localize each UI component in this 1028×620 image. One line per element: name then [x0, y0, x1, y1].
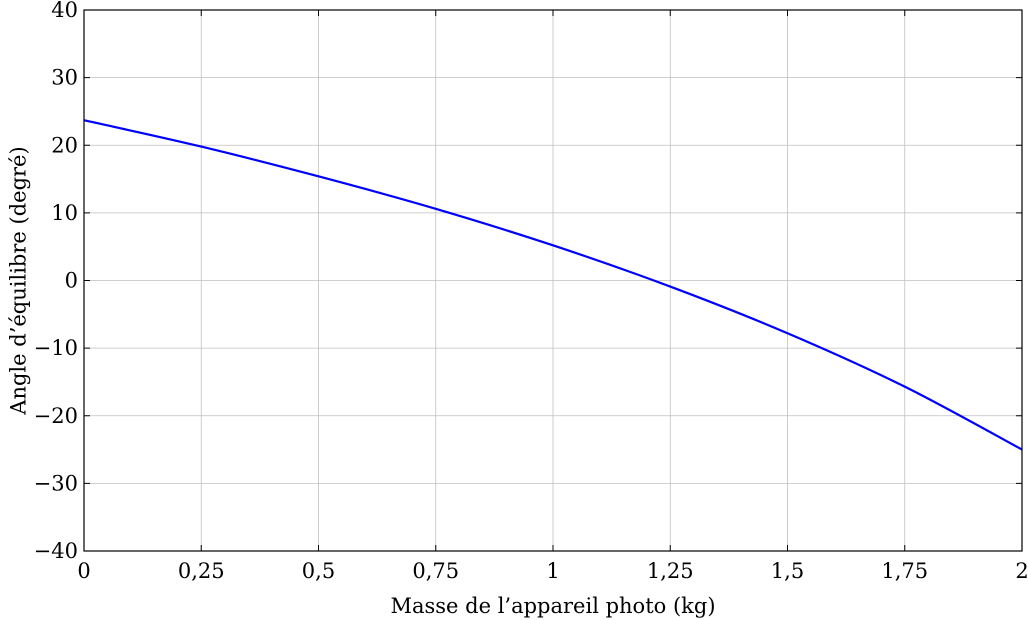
x-axis-ticks: 0 0,25 0,5 0,75 1 1,25 1,5 1,75 2 [77, 10, 1028, 583]
grid [83, 9, 1023, 552]
y-tick-label-2: −20 [34, 404, 78, 428]
series-line-0 [83, 119, 1023, 451]
x-tick-label-0: 0 [77, 559, 90, 583]
y-axis-label: Angle d’équilibre (degré) [7, 146, 31, 415]
y-tick-label-0: −40 [34, 539, 78, 563]
x-tick-label-5: 1,25 [647, 559, 694, 583]
x-tick-label-2: 0,5 [302, 559, 335, 583]
y-tick-label-6: 20 [51, 133, 78, 157]
x-axis-label: Masse de l’appareil photo (kg) [390, 594, 715, 618]
y-tick-label-8: 40 [51, 0, 78, 22]
y-tick-label-4: 0 [65, 269, 78, 293]
x-tick-label-7: 1,75 [881, 559, 928, 583]
series-layer [83, 119, 1023, 451]
y-tick-label-1: −30 [34, 471, 78, 495]
y-tick-label-3: −10 [34, 336, 78, 360]
x-tick-label-8: 2 [1015, 559, 1028, 583]
y-tick-label-7: 30 [51, 66, 78, 90]
x-tick-label-4: 1 [546, 559, 559, 583]
x-tick-label-6: 1,5 [771, 559, 804, 583]
y-axis-ticks: −40 −30 −20 −10 0 10 20 30 40 [34, 0, 1022, 563]
y-tick-label-5: 10 [51, 201, 78, 225]
x-tick-label-1: 0,25 [178, 559, 225, 583]
x-tick-label-3: 0,75 [412, 559, 459, 583]
